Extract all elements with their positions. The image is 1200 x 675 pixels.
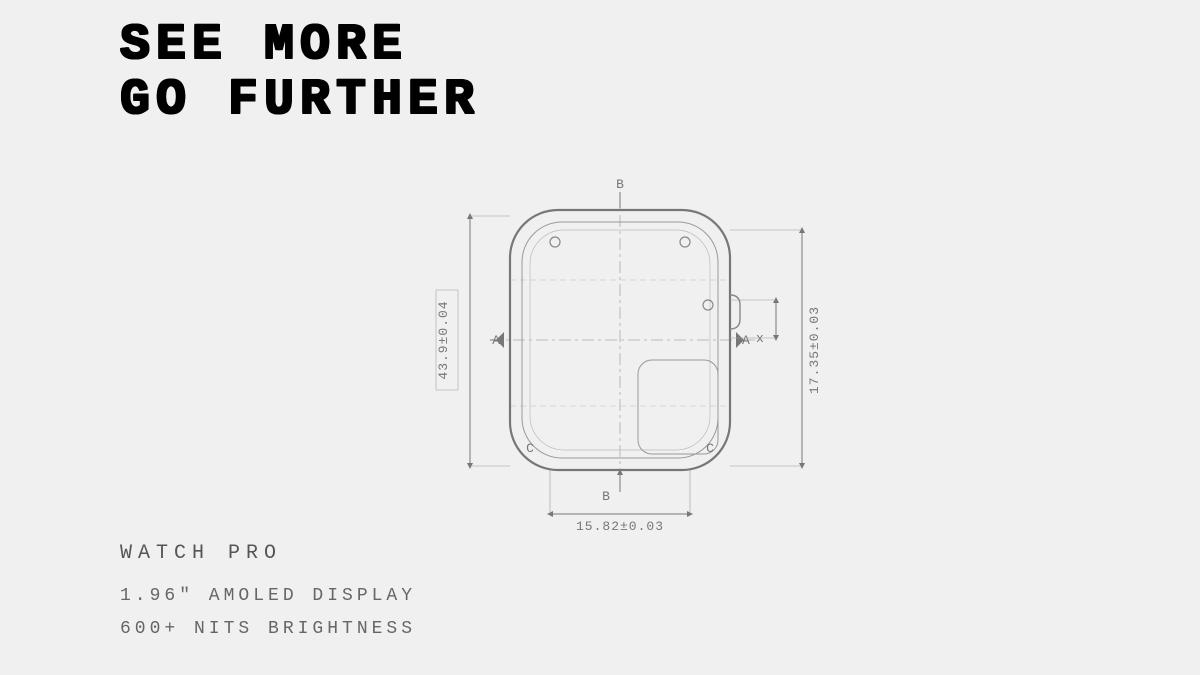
section-mark-c-right: C	[706, 441, 714, 456]
dim-width-label: 15.82±0.03	[576, 519, 664, 534]
screw-hole	[703, 300, 713, 310]
headline-line-1: SEE MORE	[120, 18, 480, 73]
product-specs: WATCH PRO 1.96" AMOLED DISPLAY 600+ NITS…	[120, 536, 416, 645]
dim-height-label: 43.9±0.04	[436, 300, 451, 379]
sensor-cutout	[638, 360, 718, 454]
section-mark-c-left: C	[526, 441, 534, 456]
dim-right-label: 17.35±0.03	[807, 306, 822, 394]
technical-drawing: B B A A C C x 43.9±0.04 15.82±0.03	[430, 170, 850, 530]
section-mark-b-bottom: B	[602, 489, 610, 504]
spec-brightness: 600+ NITS BRIGHTNESS	[120, 613, 416, 645]
headline-line-2: GO FURTHER	[120, 73, 480, 128]
screw-hole	[680, 237, 690, 247]
product-name: WATCH PRO	[120, 536, 416, 572]
spec-display: 1.96" AMOLED DISPLAY	[120, 580, 416, 612]
section-mark-b-top: B	[616, 177, 624, 192]
screw-hole	[550, 237, 560, 247]
headline: SEE MORE GO FURTHER	[120, 18, 480, 128]
x-mark: x	[756, 331, 764, 346]
